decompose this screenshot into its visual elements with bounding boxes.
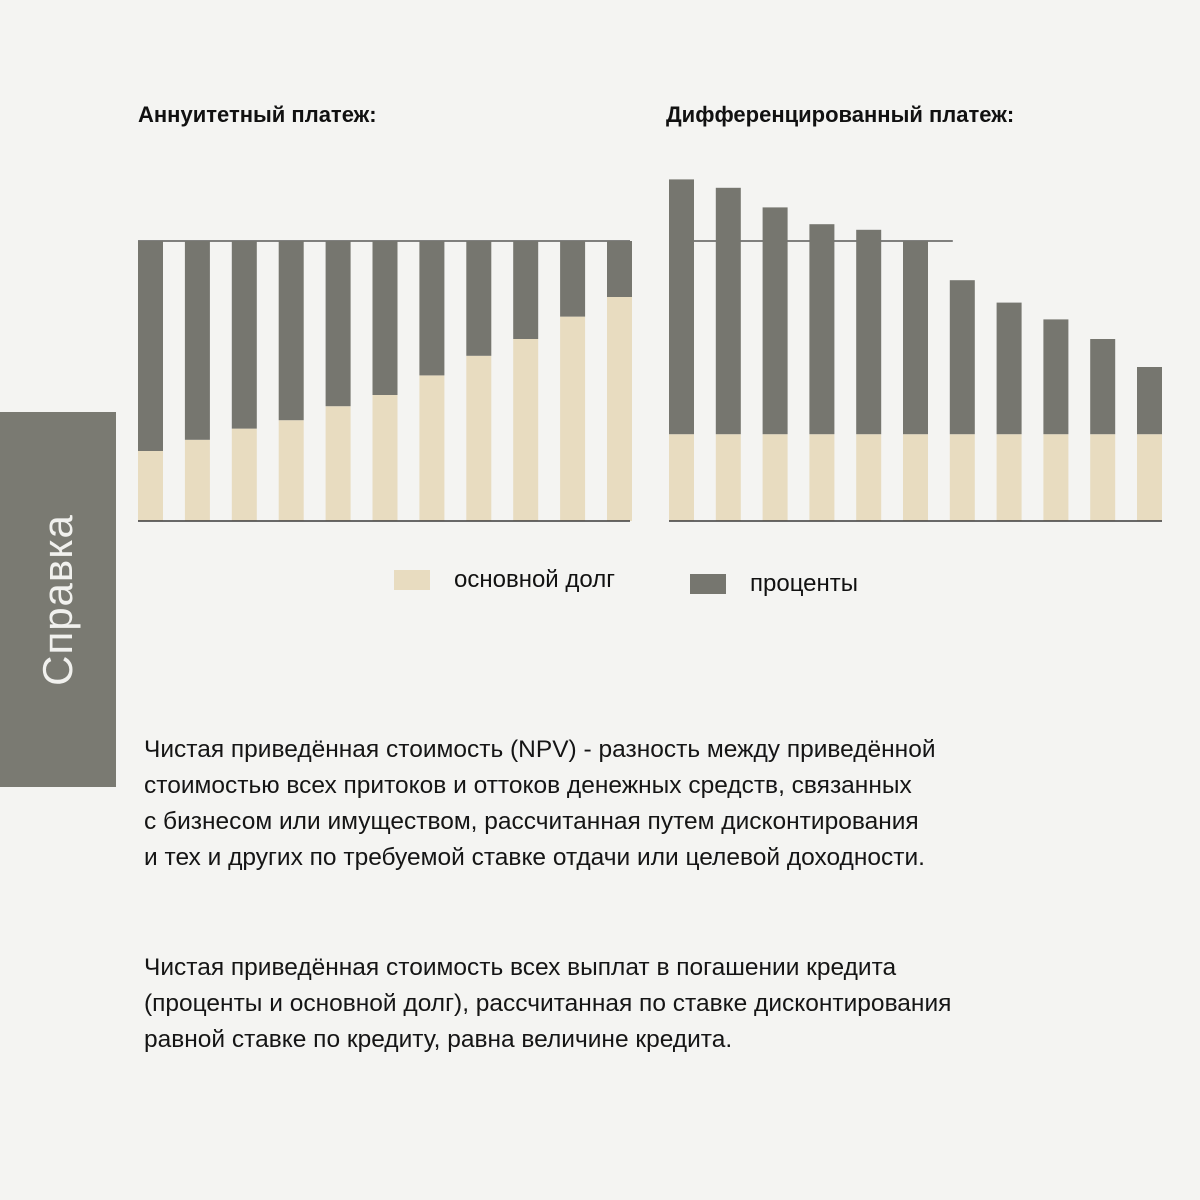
diff-bar-interest-5 [856,229,882,435]
legend-item-interest: проценты [690,570,858,598]
annuity-bar-principal-9 [513,339,539,521]
annuity-bar-interest-8 [466,241,492,356]
diff-bar-interest-10 [1090,339,1116,435]
diff-bar-principal-3 [762,434,788,521]
diff-bar-interest-3 [762,207,788,435]
paragraph-line: с бизнесом или имуществом, рассчитанная … [144,808,919,835]
annuity-bar-principal-2 [184,439,210,521]
annuity-bar-interest-9 [513,241,539,339]
annuity-bar-interest-11 [607,241,632,297]
diff-bar-principal-4 [809,434,835,521]
annuity-chart [138,240,632,522]
diff-bar-principal-5 [856,434,882,521]
annuity-bar-principal-10 [560,316,586,521]
annuity-bar-principal-5 [325,406,351,521]
paragraph-line: (проценты и основной долг), рассчитанная… [144,990,952,1017]
npv-loan-paragraph: Чистая приведённая стоимость всех выплат… [144,950,951,1058]
diff-bar-interest-11 [1137,367,1162,435]
annuity-bar-principal-7 [419,375,445,521]
side-tab: Справка [0,412,116,787]
legend-item-principal: основной долг [394,566,615,594]
paragraph-line: и тех и других по требуемой ставке отдач… [144,844,925,871]
paragraph-line: стоимостью всех притоков и оттоков денеж… [144,772,912,799]
diff-bar-principal-11 [1137,434,1162,521]
diff-bar-interest-6 [903,241,928,435]
legend-swatch-principal [394,570,430,590]
annuity-bar-interest-4 [278,241,304,421]
annuity-bar-principal-4 [278,420,304,521]
annuity-bar-interest-5 [325,241,351,407]
paragraph-line: Чистая приведённая стоимость всех выплат… [144,954,897,981]
annuity-bar-interest-2 [184,241,210,440]
annuity-bar-interest-3 [231,241,257,429]
paragraph-line: Чистая приведённая стоимость (NPV) - раз… [144,736,936,763]
paragraph-line: равной ставке по кредиту, равна величине… [144,1026,733,1053]
diff-bar-principal-1 [669,434,694,521]
legend-swatch-interest [690,574,726,594]
annuity-bar-principal-11 [607,297,632,521]
payment-charts [138,179,1162,522]
diff-bar-interest-9 [1043,319,1069,435]
diff-bar-principal-7 [949,434,975,521]
annuity-bar-principal-1 [138,451,163,521]
differentiated-chart [669,179,1162,522]
diff-bar-interest-8 [996,302,1022,435]
diff-bar-interest-2 [715,187,741,435]
annuity-bar-interest-6 [372,241,398,395]
annuity-bar-principal-3 [231,428,257,521]
diff-bar-principal-6 [903,434,928,521]
diff-bar-principal-2 [715,434,741,521]
annuity-bar-principal-6 [372,395,398,521]
annuity-bar-interest-7 [419,241,445,376]
diff-bar-interest-1 [669,179,694,435]
diff-bar-principal-9 [1043,434,1069,521]
annuity-bar-principal-8 [466,355,492,521]
annuity-bar-interest-10 [560,241,586,317]
diff-bar-principal-8 [996,434,1022,521]
diff-bar-interest-4 [809,224,835,435]
annuity-chart-title: Аннуитетный платеж: [138,102,377,127]
legend-label-interest: проценты [750,570,859,597]
diff-bar-interest-7 [949,280,975,435]
legend-label-principal: основной долг [454,566,615,593]
annuity-bar-interest-1 [138,241,163,451]
npv-definition-paragraph: Чистая приведённая стоимость (NPV) - раз… [144,732,936,876]
diff-bar-principal-10 [1090,434,1116,521]
differentiated-chart-title: Дифференцированный платеж: [666,102,1015,127]
